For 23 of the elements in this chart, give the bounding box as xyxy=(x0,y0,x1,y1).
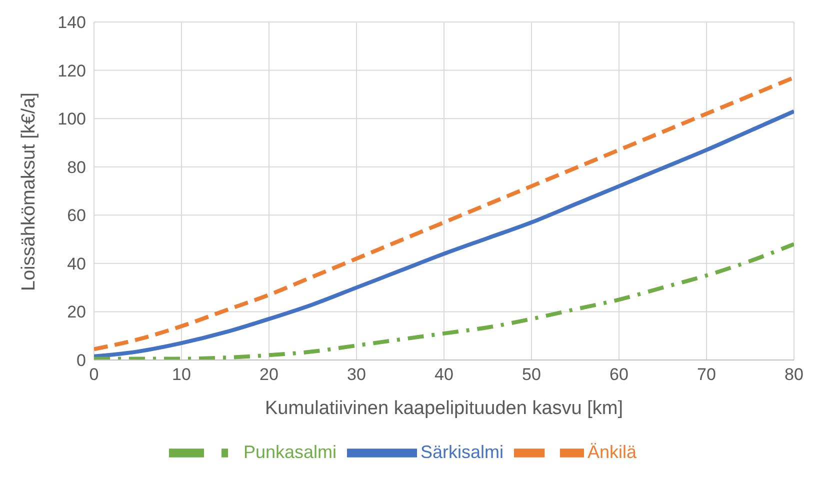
x-tick-label: 40 xyxy=(434,365,454,384)
x-tick-label: 0 xyxy=(89,365,99,384)
x-tick-label: 10 xyxy=(172,365,191,384)
y-tick-label: 80 xyxy=(67,158,86,177)
x-tick-label: 20 xyxy=(260,365,278,384)
y-tick-label: 40 xyxy=(67,254,86,274)
y-tick-label: 20 xyxy=(67,302,86,322)
x-tick-label: 50 xyxy=(522,365,541,384)
y-tick-label: 60 xyxy=(67,206,86,226)
y-axis-title: Loissähkömaksut [k€/a] xyxy=(18,92,40,291)
legend-label: Änkilä xyxy=(588,442,637,462)
y-tick-label: 100 xyxy=(58,110,86,129)
x-axis-title: Kumulatiivinen kaapelipituuden kasvu [km] xyxy=(264,398,624,419)
line-series xyxy=(94,242,794,360)
x-tick-label: 60 xyxy=(610,365,628,384)
x-tick-label: 70 xyxy=(697,365,716,384)
x-tick-label: 30 xyxy=(347,365,366,384)
legend-label: Särkisalmi xyxy=(420,442,504,462)
y-tick-label: 0 xyxy=(76,351,86,370)
y-tick-label: 140 xyxy=(58,13,86,32)
x-tick-label: 80 xyxy=(784,365,804,384)
legend-label: Punkasalmi xyxy=(243,442,336,462)
y-tick-label: 120 xyxy=(58,61,86,80)
